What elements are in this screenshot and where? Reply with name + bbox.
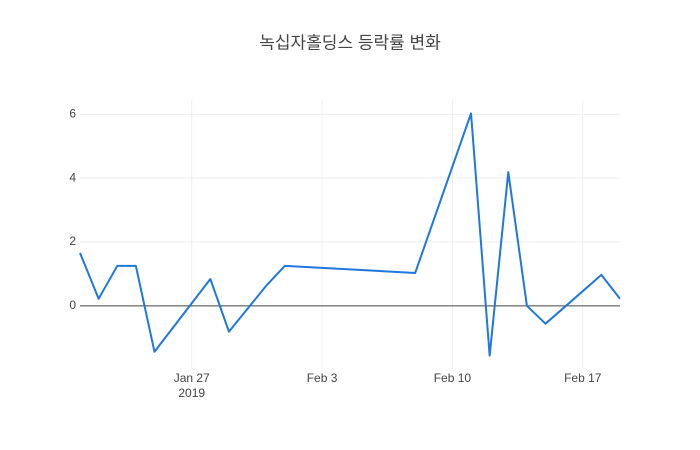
y-tick-label: 4	[69, 170, 76, 184]
chart-title: 녹십자홀딩스 등락률 변화	[259, 33, 441, 52]
y-tick-label: 0	[69, 298, 76, 312]
x-tick-label: Feb 17	[564, 371, 602, 385]
y-tick-label: 2	[69, 234, 76, 248]
x-tick-label: Feb 3	[307, 371, 338, 385]
line	[79, 112, 621, 357]
y-tick-label: 6	[69, 107, 76, 121]
x-tick-label: Feb 10	[434, 371, 472, 385]
x-tick-label: Jan 27 2019	[174, 371, 210, 400]
